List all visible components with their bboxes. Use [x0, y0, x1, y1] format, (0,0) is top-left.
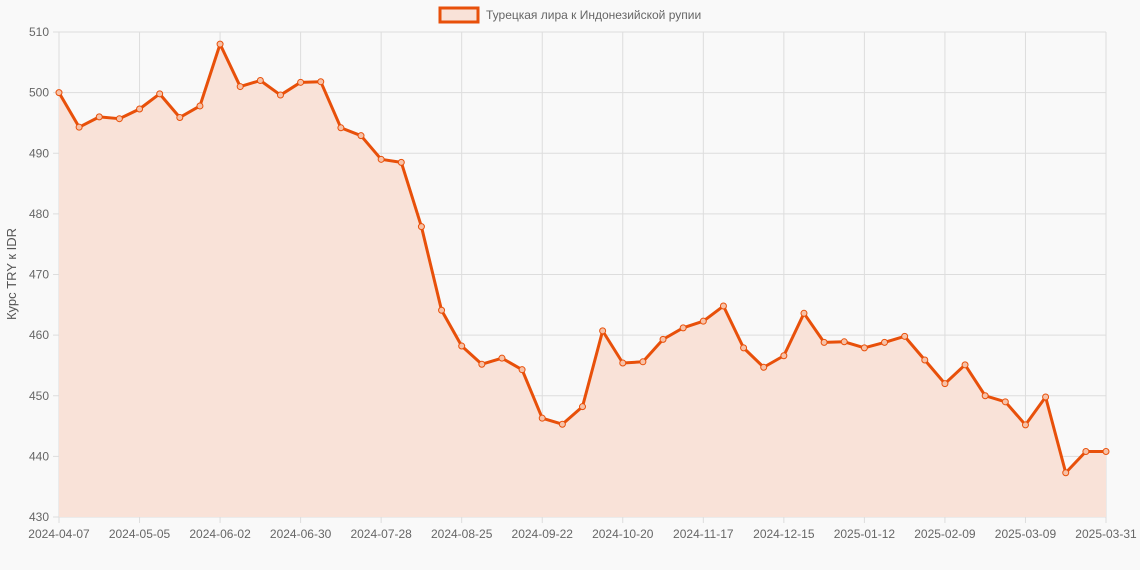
y-tick-label: 460: [29, 328, 49, 342]
data-point[interactable]: [941, 380, 949, 388]
data-point[interactable]: [216, 40, 224, 48]
data-point[interactable]: [901, 332, 909, 340]
x-tick-label: 2025-01-12: [834, 527, 896, 541]
data-point[interactable]: [1082, 448, 1090, 456]
data-point[interactable]: [699, 317, 707, 325]
data-point[interactable]: [558, 420, 566, 428]
x-tick-label: 2024-10-20: [592, 527, 654, 541]
data-point[interactable]: [518, 366, 526, 374]
data-point[interactable]: [679, 324, 687, 332]
data-point[interactable]: [1001, 398, 1009, 406]
data-point[interactable]: [438, 306, 446, 314]
y-tick-label: 430: [29, 510, 49, 524]
data-point[interactable]: [881, 338, 889, 346]
y-tick-label: 500: [29, 86, 49, 100]
y-tick-label: 480: [29, 207, 49, 221]
y-axis-title: Курс TRY к IDR: [4, 228, 19, 320]
data-point[interactable]: [619, 359, 627, 367]
x-tick-label: 2024-09-22: [512, 527, 574, 541]
data-point[interactable]: [357, 132, 365, 140]
y-tick-label: 440: [29, 449, 49, 463]
x-tick-label: 2024-06-30: [270, 527, 332, 541]
data-point[interactable]: [276, 91, 284, 99]
y-tick-label: 510: [29, 25, 49, 39]
x-tick-label: 2024-11-17: [673, 527, 734, 541]
data-point[interactable]: [317, 78, 325, 86]
data-point[interactable]: [800, 309, 808, 317]
data-point[interactable]: [1042, 393, 1050, 401]
data-point[interactable]: [921, 356, 929, 364]
data-point[interactable]: [1062, 469, 1070, 477]
data-point[interactable]: [780, 352, 788, 360]
data-point[interactable]: [760, 363, 768, 371]
data-point[interactable]: [458, 342, 466, 350]
data-point[interactable]: [196, 102, 204, 110]
data-point[interactable]: [478, 360, 486, 368]
data-point[interactable]: [538, 414, 546, 422]
data-point[interactable]: [860, 344, 868, 352]
legend-swatch[interactable]: [438, 6, 480, 24]
data-point[interactable]: [740, 344, 748, 352]
data-point[interactable]: [136, 105, 144, 113]
y-tick-label: 470: [29, 268, 49, 282]
x-tick-label: 2024-06-02: [189, 527, 251, 541]
x-axis-ticks: 2024-04-07 2024-05-05 2024-06-02 2024-06-30…: [28, 527, 1137, 541]
data-point[interactable]: [377, 155, 385, 163]
data-point[interactable]: [397, 158, 405, 166]
data-point[interactable]: [55, 89, 63, 97]
data-point[interactable]: [659, 335, 667, 343]
data-point[interactable]: [75, 123, 83, 131]
data-point[interactable]: [256, 77, 264, 84]
series-area: [59, 44, 1106, 517]
y-axis-ticks: 430 440 450 460 470 480 490 500 510: [29, 25, 49, 524]
x-tick-label: 2025-03-09: [995, 527, 1057, 541]
data-point[interactable]: [981, 392, 989, 400]
x-tick-label: 2024-07-28: [350, 527, 412, 541]
data-point[interactable]: [95, 113, 103, 121]
data-point[interactable]: [498, 354, 506, 362]
legend-label[interactable]: Турецкая лира к Индонезийской рупии: [486, 8, 701, 22]
data-point[interactable]: [236, 83, 244, 91]
data-point[interactable]: [337, 124, 345, 132]
data-point[interactable]: [297, 78, 305, 86]
data-point[interactable]: [961, 361, 969, 369]
data-point[interactable]: [156, 90, 164, 98]
x-tick-label: 2025-02-09: [914, 527, 976, 541]
x-tick-label: 2024-04-07: [28, 527, 90, 541]
data-point[interactable]: [115, 115, 123, 123]
data-point[interactable]: [599, 327, 607, 335]
y-tick-label: 450: [29, 389, 49, 403]
data-points: [55, 40, 1110, 477]
x-tick-label: 2024-05-05: [109, 527, 171, 541]
data-point[interactable]: [719, 302, 727, 310]
data-point[interactable]: [176, 113, 184, 121]
data-point[interactable]: [820, 338, 828, 346]
x-tick-label: 2025-03-31: [1075, 527, 1137, 541]
y-tick-label: 490: [29, 146, 49, 160]
x-tick-label: 2024-12-15: [753, 527, 815, 541]
data-point[interactable]: [1021, 421, 1029, 429]
legend[interactable]: Турецкая лира к Индонезийской рупии: [438, 6, 701, 24]
data-point[interactable]: [639, 358, 647, 366]
data-point[interactable]: [840, 338, 848, 346]
data-point[interactable]: [417, 223, 425, 231]
data-point[interactable]: [1102, 448, 1110, 456]
data-point[interactable]: [579, 403, 586, 411]
x-tick-label: 2024-08-25: [431, 527, 493, 541]
